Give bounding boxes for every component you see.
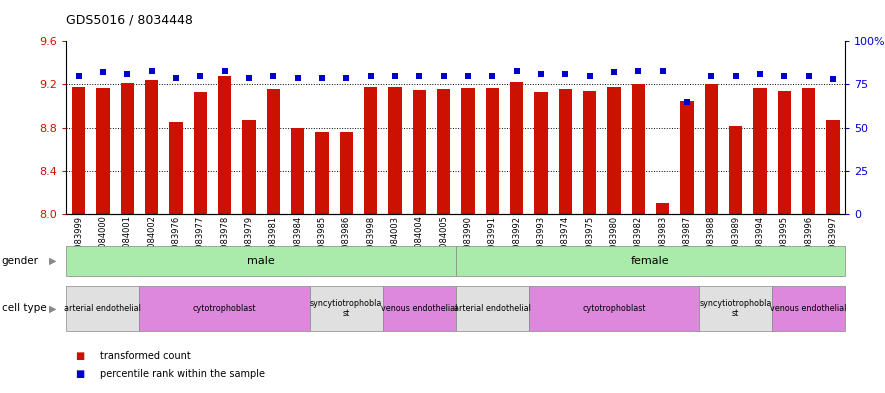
Bar xyxy=(583,91,596,214)
Point xyxy=(72,73,86,79)
Bar xyxy=(528,286,699,331)
Bar xyxy=(66,286,140,331)
Point xyxy=(218,68,232,74)
Bar xyxy=(140,286,310,331)
Point xyxy=(96,69,110,75)
Point xyxy=(558,71,573,77)
Bar xyxy=(389,87,402,214)
Point xyxy=(364,73,378,79)
Bar xyxy=(486,88,499,214)
Point xyxy=(680,99,694,105)
Point xyxy=(144,68,158,74)
Bar xyxy=(340,132,353,214)
Bar xyxy=(364,87,377,214)
Text: arterial endothelial: arterial endothelial xyxy=(454,304,531,313)
Bar xyxy=(456,286,528,331)
Bar xyxy=(510,82,523,214)
Bar xyxy=(461,88,474,214)
Point xyxy=(461,73,475,79)
Bar xyxy=(310,286,382,331)
Bar xyxy=(802,88,815,214)
Bar xyxy=(656,204,669,214)
Text: female: female xyxy=(631,256,670,266)
Bar xyxy=(704,84,718,214)
Bar xyxy=(96,88,110,214)
Point xyxy=(728,73,743,79)
Text: GDS5016 / 8034448: GDS5016 / 8034448 xyxy=(66,14,193,27)
Text: ▶: ▶ xyxy=(50,256,57,266)
Bar xyxy=(729,125,743,214)
Bar xyxy=(72,87,85,214)
Text: cytotrophoblast: cytotrophoblast xyxy=(582,304,646,313)
Point xyxy=(607,69,621,75)
Text: ▶: ▶ xyxy=(50,303,57,313)
Bar xyxy=(772,286,845,331)
Point xyxy=(339,74,353,81)
Text: gender: gender xyxy=(2,256,39,266)
Bar xyxy=(607,87,620,214)
Point xyxy=(120,71,135,77)
Bar xyxy=(218,76,231,214)
Text: syncytiotrophobla
st: syncytiotrophobla st xyxy=(310,299,382,318)
Point xyxy=(290,74,304,81)
Point xyxy=(266,73,281,79)
Bar xyxy=(66,246,456,276)
Bar xyxy=(558,89,572,214)
Point xyxy=(169,74,183,81)
Bar xyxy=(291,128,304,214)
Point xyxy=(388,73,402,79)
Point xyxy=(826,76,840,83)
Bar xyxy=(242,120,256,214)
Bar xyxy=(315,132,328,214)
Text: male: male xyxy=(247,256,275,266)
Text: ■: ■ xyxy=(75,369,84,379)
Bar xyxy=(412,90,426,214)
Bar xyxy=(194,92,207,214)
Bar xyxy=(778,91,791,214)
Bar xyxy=(120,83,134,214)
Point xyxy=(777,73,791,79)
Point xyxy=(193,73,207,79)
Text: venous endothelial: venous endothelial xyxy=(381,304,458,313)
Bar xyxy=(753,88,766,214)
Bar xyxy=(681,101,694,214)
Point xyxy=(656,68,670,74)
Text: transformed count: transformed count xyxy=(100,351,191,361)
Bar xyxy=(632,84,645,214)
Point xyxy=(582,73,596,79)
Text: venous endothelial: venous endothelial xyxy=(771,304,847,313)
Point xyxy=(704,73,719,79)
Point xyxy=(753,71,767,77)
Bar xyxy=(827,120,840,214)
Bar xyxy=(535,92,548,214)
Point xyxy=(802,73,816,79)
Text: cytotrophoblast: cytotrophoblast xyxy=(193,304,257,313)
Bar xyxy=(169,122,182,214)
Text: syncytiotrophobla
st: syncytiotrophobla st xyxy=(699,299,772,318)
Point xyxy=(436,73,450,79)
Point xyxy=(631,68,645,74)
Point xyxy=(485,73,499,79)
Text: percentile rank within the sample: percentile rank within the sample xyxy=(100,369,265,379)
Point xyxy=(315,74,329,81)
Text: ■: ■ xyxy=(75,351,84,361)
Bar xyxy=(699,286,772,331)
Text: cell type: cell type xyxy=(2,303,46,313)
Bar xyxy=(266,89,280,214)
Bar xyxy=(382,286,456,331)
Bar xyxy=(145,80,158,214)
Bar xyxy=(456,246,845,276)
Point xyxy=(412,73,427,79)
Point xyxy=(534,71,548,77)
Bar xyxy=(437,89,450,214)
Point xyxy=(510,68,524,74)
Text: arterial endothelial: arterial endothelial xyxy=(65,304,142,313)
Point xyxy=(242,74,256,81)
